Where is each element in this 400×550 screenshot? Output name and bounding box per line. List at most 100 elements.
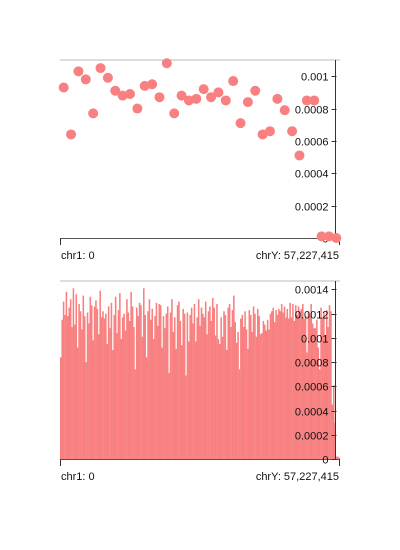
bar: [327, 327, 329, 459]
bar: [85, 362, 87, 459]
bar: [168, 373, 170, 459]
bar: [245, 329, 248, 459]
bar: [264, 324, 266, 459]
bar: [188, 341, 190, 459]
bar: [179, 320, 182, 459]
bar: [189, 314, 192, 459]
bar: [272, 307, 275, 459]
scatter-point: [102, 72, 113, 83]
scatter-point: [169, 108, 180, 119]
bar-y-tick-label: 0: [322, 455, 328, 467]
bar: [227, 307, 229, 459]
bar: [109, 328, 111, 459]
bar: [318, 369, 321, 459]
bar: [261, 333, 263, 459]
bar: [178, 301, 180, 459]
bar: [89, 296, 92, 459]
bar: [332, 385, 335, 459]
bar: [328, 305, 331, 459]
bar: [196, 317, 199, 459]
bar: [311, 323, 314, 459]
bar: [206, 334, 208, 459]
bar: [285, 317, 287, 459]
bar: [154, 316, 156, 459]
scatter-y-tick-label: 0.0004: [295, 169, 329, 181]
bar: [214, 335, 217, 459]
bar: [223, 311, 225, 459]
scatter-point: [191, 93, 202, 104]
bar: [203, 317, 206, 459]
bar: [127, 312, 130, 459]
bar: [230, 327, 232, 459]
bar: [147, 311, 149, 459]
bar: [152, 339, 155, 459]
bar-y-tick-label: 0.0014: [295, 285, 329, 297]
bar: [294, 305, 297, 459]
bar: [185, 375, 187, 459]
bar: [283, 306, 286, 459]
scatter-point: [198, 84, 209, 95]
bar: [116, 333, 118, 459]
bar: [171, 299, 173, 459]
bar: [173, 317, 176, 459]
bar-y-tick-label: 0.001: [301, 334, 329, 346]
bar: [209, 306, 211, 459]
bar: [113, 314, 116, 459]
bar: [114, 296, 117, 459]
bar: [130, 291, 132, 459]
bar: [161, 347, 163, 459]
bar: [90, 305, 93, 459]
bar: [297, 306, 300, 459]
bar: [269, 313, 272, 459]
scatter-point: [147, 79, 158, 90]
bar: [186, 312, 189, 459]
scatter-point: [95, 63, 106, 74]
bar: [172, 331, 175, 459]
bar: [157, 325, 159, 459]
bar: [82, 295, 85, 459]
bar: [306, 352, 308, 459]
scatter-point: [242, 97, 253, 108]
bar: [64, 314, 66, 459]
bar: [158, 304, 161, 459]
bar: [192, 323, 194, 459]
bar: [316, 319, 318, 459]
bar: [309, 316, 311, 459]
bar: [211, 297, 214, 459]
bar: [121, 317, 124, 459]
bar: [81, 329, 83, 459]
bar: [324, 335, 327, 459]
bar: [304, 316, 307, 459]
bar: [299, 311, 301, 459]
bar: [234, 322, 237, 459]
bar: [271, 311, 273, 459]
bar: [62, 301, 65, 459]
bar: [65, 291, 68, 459]
scatter-point: [73, 66, 84, 77]
bar-y-tick-label: 0.0008: [295, 358, 329, 370]
bar: [233, 295, 235, 459]
scatter-point: [228, 76, 239, 87]
bar: [124, 330, 127, 459]
scatter-point: [294, 150, 305, 161]
scatter-point: [309, 95, 320, 106]
bar: [93, 306, 96, 459]
bar: [259, 334, 262, 459]
bar: [100, 317, 103, 459]
bar: [258, 316, 260, 459]
scatter-point: [250, 85, 261, 96]
bar: [273, 322, 276, 459]
bar: [279, 311, 282, 459]
bar: [296, 314, 298, 459]
bar: [182, 308, 184, 459]
scatter-point: [279, 105, 290, 116]
bar: [102, 311, 104, 459]
bar: [112, 350, 114, 459]
bar-x-start-label: chr1: 0: [61, 471, 95, 483]
scatter-y-tick-label: 0.001: [301, 72, 329, 84]
scatter-point: [272, 93, 283, 104]
bar: [286, 308, 289, 459]
bar: [145, 357, 148, 459]
scatter-point: [132, 103, 143, 114]
scatter-point: [316, 231, 327, 242]
